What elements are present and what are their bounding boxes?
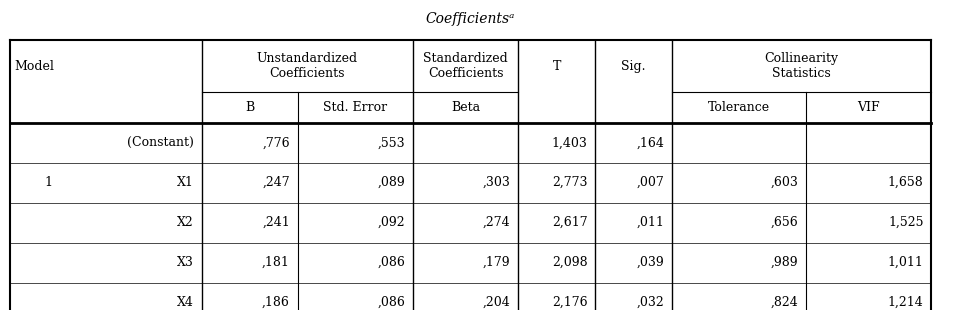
Text: ,989: ,989 (771, 256, 799, 269)
Text: ,032: ,032 (636, 296, 664, 309)
Text: 1: 1 (44, 176, 52, 189)
Text: ,274: ,274 (483, 216, 511, 229)
Text: X2: X2 (178, 216, 194, 229)
Text: B: B (245, 101, 254, 114)
Text: ,086: ,086 (377, 296, 405, 309)
Text: ,179: ,179 (483, 256, 511, 269)
Text: ,204: ,204 (483, 296, 511, 309)
Text: X4: X4 (177, 296, 194, 309)
Text: Tolerance: Tolerance (708, 101, 770, 114)
Text: 2,617: 2,617 (552, 216, 588, 229)
Text: 2,176: 2,176 (552, 296, 588, 309)
Text: 2,773: 2,773 (552, 176, 588, 189)
Text: ,241: ,241 (262, 216, 290, 229)
Text: ,086: ,086 (377, 256, 405, 269)
Text: (Constant): (Constant) (127, 136, 194, 149)
Text: X3: X3 (177, 256, 194, 269)
Text: ,824: ,824 (771, 296, 799, 309)
Text: ,007: ,007 (636, 176, 664, 189)
Text: ,039: ,039 (636, 256, 664, 269)
Text: ,089: ,089 (377, 176, 405, 189)
Text: ,164: ,164 (636, 136, 664, 149)
Text: Standardized
Coefficients: Standardized Coefficients (423, 52, 508, 80)
Text: Unstandardized
Coefficients: Unstandardized Coefficients (256, 52, 358, 80)
Text: ,247: ,247 (262, 176, 290, 189)
Text: 1,525: 1,525 (888, 216, 924, 229)
Text: T: T (553, 60, 561, 73)
Text: ,092: ,092 (377, 216, 405, 229)
Text: Std. Error: Std. Error (324, 101, 387, 114)
Text: 2,098: 2,098 (552, 256, 588, 269)
Text: Coefficientsᵃ: Coefficientsᵃ (425, 12, 516, 26)
Text: ,181: ,181 (262, 256, 290, 269)
Text: ,553: ,553 (377, 136, 405, 149)
Text: ,603: ,603 (771, 176, 799, 189)
Text: 1,011: 1,011 (888, 256, 924, 269)
Text: ,656: ,656 (771, 216, 799, 229)
Text: ,011: ,011 (636, 216, 664, 229)
Text: Sig.: Sig. (621, 60, 646, 73)
Text: VIF: VIF (857, 101, 880, 114)
Text: Model: Model (14, 60, 55, 73)
Text: ,303: ,303 (483, 176, 511, 189)
Text: 1,403: 1,403 (552, 136, 588, 149)
Text: Beta: Beta (451, 101, 480, 114)
Text: ,186: ,186 (262, 296, 290, 309)
Text: X1: X1 (177, 176, 194, 189)
Text: Collinearity
Statistics: Collinearity Statistics (764, 52, 839, 80)
Text: 1,658: 1,658 (888, 176, 924, 189)
Text: 1,214: 1,214 (888, 296, 924, 309)
Text: ,776: ,776 (262, 136, 290, 149)
